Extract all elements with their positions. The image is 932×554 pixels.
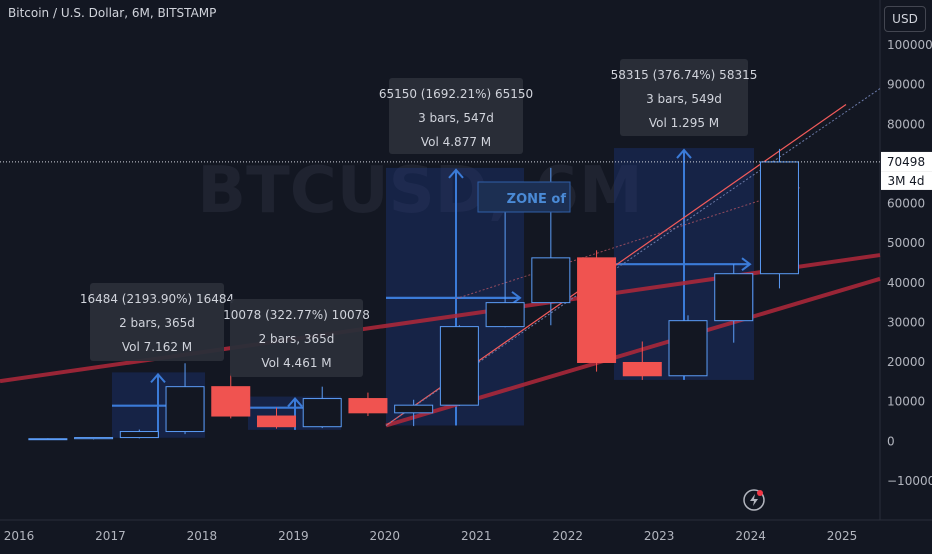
measure-info-box: 16484 (2193.90%) 16484 2 bars, 365d Vol 7.…	[80, 283, 234, 361]
candle-body	[211, 386, 251, 417]
measure-arrowhead	[287, 397, 303, 408]
candle-body	[165, 386, 205, 433]
axes: 1000009000080000700006000050000400003000…	[4, 38, 932, 543]
candle-body	[714, 273, 754, 322]
countdown-box	[881, 171, 932, 190]
candle	[622, 341, 662, 380]
candle	[165, 363, 205, 435]
candle	[256, 407, 296, 429]
candle	[577, 250, 617, 372]
measure-info-bg	[620, 59, 748, 136]
price-tag-box	[881, 151, 932, 172]
time-tick-label: 2025	[827, 529, 858, 543]
time-tick-label: 2024	[735, 529, 766, 543]
measure-info-line3: Vol 4.461 M	[261, 356, 331, 370]
candle-body	[302, 398, 342, 428]
price-tick-label: 40000	[887, 276, 925, 290]
measure-arrowhead	[150, 372, 166, 384]
time-tick-label: 2018	[187, 529, 218, 543]
candle	[74, 437, 114, 440]
countdown-value: 3M 4d	[887, 174, 924, 188]
candle-body	[485, 302, 525, 328]
candle-body	[119, 431, 159, 439]
candle-body	[577, 257, 617, 363]
measure-info-line1: 65150 (1692.21%) 65150	[379, 87, 533, 101]
candle-body	[759, 161, 799, 275]
price-tick-label: 10000	[887, 395, 925, 409]
measure-info-line2: 3 bars, 549d	[646, 92, 722, 106]
candle-body	[394, 404, 434, 414]
measure-arrowhead	[676, 148, 692, 159]
measure-info-line2: 2 bars, 365d	[259, 332, 335, 346]
time-tick-label: 2020	[370, 529, 401, 543]
price-tick-label: 30000	[887, 315, 925, 329]
time-tick-label: 2021	[461, 529, 492, 543]
zone-label-text: ZONE of	[507, 192, 567, 207]
measure-info-box: 10078 (322.77%) 10078 2 bars, 365d Vol 4.4…	[223, 299, 370, 377]
candle	[348, 392, 388, 416]
candle-body	[439, 326, 479, 406]
candle-body	[74, 437, 114, 440]
measure-info-line2: 2 bars, 365d	[119, 316, 195, 330]
measure-arrowhead	[511, 291, 522, 305]
candle-body	[668, 320, 708, 377]
flash-icon[interactable]	[743, 489, 765, 511]
time-tick-label: 2023	[644, 529, 675, 543]
time-tick-label: 2016	[4, 529, 35, 543]
currency-button[interactable]: USD	[884, 6, 926, 32]
price-tick-label: 100000	[887, 38, 932, 52]
time-tick-label: 2019	[278, 529, 309, 543]
price-tick-label: 90000	[887, 78, 925, 92]
time-tick-label: 2017	[95, 529, 126, 543]
price-tick-label: 60000	[887, 197, 925, 211]
chart-title: Bitcoin / U.S. Dollar, 6M, BITSTAMP	[8, 6, 217, 20]
measure-info-line3: Vol 4.877 M	[421, 135, 491, 149]
candle	[28, 438, 68, 441]
time-tick-label: 2022	[552, 529, 583, 543]
measure-info-line3: Vol 1.295 M	[649, 116, 719, 130]
zone-label-group: ZONE of	[477, 181, 571, 213]
measure-info-line3: Vol 7.162 M	[122, 340, 192, 354]
price-tick-label: 50000	[887, 236, 925, 250]
dotted-trend-line	[455, 187, 801, 300]
price-tick-label: 80000	[887, 117, 925, 131]
price-tag-value: 70498	[887, 155, 925, 169]
measure-info-line1: 58315 (376.74%) 58315	[611, 68, 758, 82]
candle-body	[622, 361, 662, 377]
measure-info-line1: 16484 (2193.90%) 16484	[80, 292, 234, 306]
candle	[759, 148, 799, 289]
measure-info-line2: 3 bars, 547d	[418, 111, 494, 125]
measure-boxes: 16484 (2193.90%) 16484 2 bars, 365d Vol 7.…	[80, 59, 758, 377]
candle	[439, 325, 479, 406]
candle-body	[28, 438, 68, 441]
measure-info-box: 65150 (1692.21%) 65150 3 bars, 547d Vol 4.…	[379, 78, 533, 154]
measure-info-box: 58315 (376.74%) 58315 3 bars, 549d Vol 1.2…	[611, 59, 758, 136]
measure-info-bg	[90, 283, 224, 361]
price-tick-label: 0	[887, 434, 895, 448]
price-tick-label: 20000	[887, 355, 925, 369]
candle	[302, 386, 342, 429]
candle-body	[348, 398, 388, 414]
candles	[28, 148, 799, 441]
measure-arrowhead	[741, 257, 752, 271]
candle	[211, 373, 251, 419]
measure-arrowhead	[448, 168, 464, 179]
zone-label-box	[477, 181, 571, 213]
candle	[119, 429, 159, 439]
price-tag: 70498 3M 4d	[881, 151, 932, 190]
candle-body	[256, 415, 296, 428]
measure-info-bg	[389, 78, 523, 154]
candle	[394, 399, 434, 427]
candle-body	[531, 257, 571, 304]
measure-info-bg	[230, 299, 363, 377]
price-tick-label: −10000	[887, 474, 932, 488]
candle	[714, 264, 754, 343]
measure-info-line1: 10078 (322.77%) 10078	[223, 308, 370, 322]
candle	[668, 315, 708, 377]
